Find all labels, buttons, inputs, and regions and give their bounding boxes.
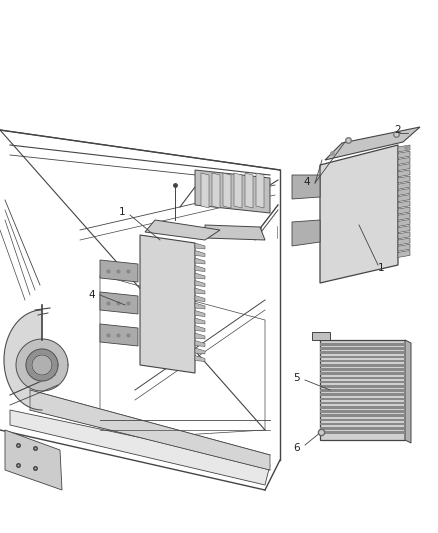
Polygon shape — [195, 243, 205, 249]
Polygon shape — [312, 332, 330, 340]
Polygon shape — [100, 260, 138, 282]
Polygon shape — [320, 381, 405, 383]
Polygon shape — [100, 292, 138, 314]
Polygon shape — [320, 145, 398, 283]
Polygon shape — [320, 414, 405, 417]
Polygon shape — [223, 173, 231, 208]
Polygon shape — [195, 288, 205, 294]
Polygon shape — [398, 251, 410, 257]
Polygon shape — [320, 431, 405, 434]
Polygon shape — [320, 423, 405, 425]
Polygon shape — [195, 318, 205, 324]
Polygon shape — [245, 173, 253, 208]
Polygon shape — [398, 232, 410, 239]
Polygon shape — [32, 355, 52, 375]
Polygon shape — [212, 173, 220, 208]
Polygon shape — [140, 235, 195, 373]
Polygon shape — [5, 430, 62, 490]
Polygon shape — [320, 427, 405, 430]
Polygon shape — [398, 213, 410, 220]
Polygon shape — [195, 258, 205, 264]
Polygon shape — [10, 410, 270, 485]
Polygon shape — [26, 349, 58, 381]
Polygon shape — [195, 251, 205, 256]
Polygon shape — [256, 173, 264, 208]
Polygon shape — [398, 220, 410, 227]
Polygon shape — [320, 393, 405, 396]
Polygon shape — [195, 326, 205, 332]
Polygon shape — [320, 385, 405, 387]
Polygon shape — [398, 238, 410, 245]
Polygon shape — [195, 311, 205, 317]
Polygon shape — [325, 127, 420, 160]
Polygon shape — [398, 244, 410, 251]
Polygon shape — [398, 170, 410, 177]
Polygon shape — [16, 339, 68, 391]
Polygon shape — [195, 295, 205, 302]
Polygon shape — [201, 173, 209, 208]
Polygon shape — [292, 175, 320, 199]
Polygon shape — [320, 402, 405, 405]
Polygon shape — [195, 265, 205, 271]
Polygon shape — [195, 303, 205, 309]
Polygon shape — [398, 157, 410, 164]
Text: 1: 1 — [118, 207, 125, 217]
Polygon shape — [195, 280, 205, 287]
Polygon shape — [320, 406, 405, 408]
Polygon shape — [30, 390, 270, 470]
Polygon shape — [292, 220, 320, 246]
Polygon shape — [195, 273, 205, 279]
Polygon shape — [195, 341, 205, 346]
Polygon shape — [320, 410, 405, 413]
Text: 6: 6 — [293, 443, 300, 453]
Text: 5: 5 — [293, 373, 300, 383]
Polygon shape — [398, 188, 410, 196]
Polygon shape — [320, 373, 405, 375]
Polygon shape — [320, 368, 405, 370]
Polygon shape — [205, 225, 265, 240]
Polygon shape — [320, 343, 405, 345]
Polygon shape — [398, 201, 410, 208]
Text: 4: 4 — [88, 290, 95, 300]
Text: 4: 4 — [304, 177, 310, 187]
Polygon shape — [320, 389, 405, 392]
Polygon shape — [398, 195, 410, 201]
Polygon shape — [320, 360, 405, 362]
Polygon shape — [320, 418, 405, 421]
Polygon shape — [320, 351, 405, 354]
Polygon shape — [398, 176, 410, 183]
Polygon shape — [195, 170, 270, 213]
Polygon shape — [320, 364, 405, 367]
Polygon shape — [145, 220, 220, 240]
Polygon shape — [320, 340, 405, 440]
Polygon shape — [195, 333, 205, 339]
Polygon shape — [320, 398, 405, 400]
Polygon shape — [398, 164, 410, 171]
Polygon shape — [320, 356, 405, 358]
Polygon shape — [398, 182, 410, 189]
Polygon shape — [320, 377, 405, 379]
Polygon shape — [195, 348, 205, 354]
Text: 1: 1 — [378, 263, 384, 273]
Text: 2: 2 — [395, 125, 401, 135]
Polygon shape — [100, 324, 138, 346]
Polygon shape — [234, 173, 242, 208]
Polygon shape — [4, 310, 42, 410]
Polygon shape — [320, 347, 405, 350]
Polygon shape — [195, 356, 205, 361]
Polygon shape — [405, 340, 411, 443]
Polygon shape — [398, 207, 410, 214]
Polygon shape — [398, 225, 410, 232]
Polygon shape — [398, 145, 410, 152]
Polygon shape — [398, 151, 410, 158]
